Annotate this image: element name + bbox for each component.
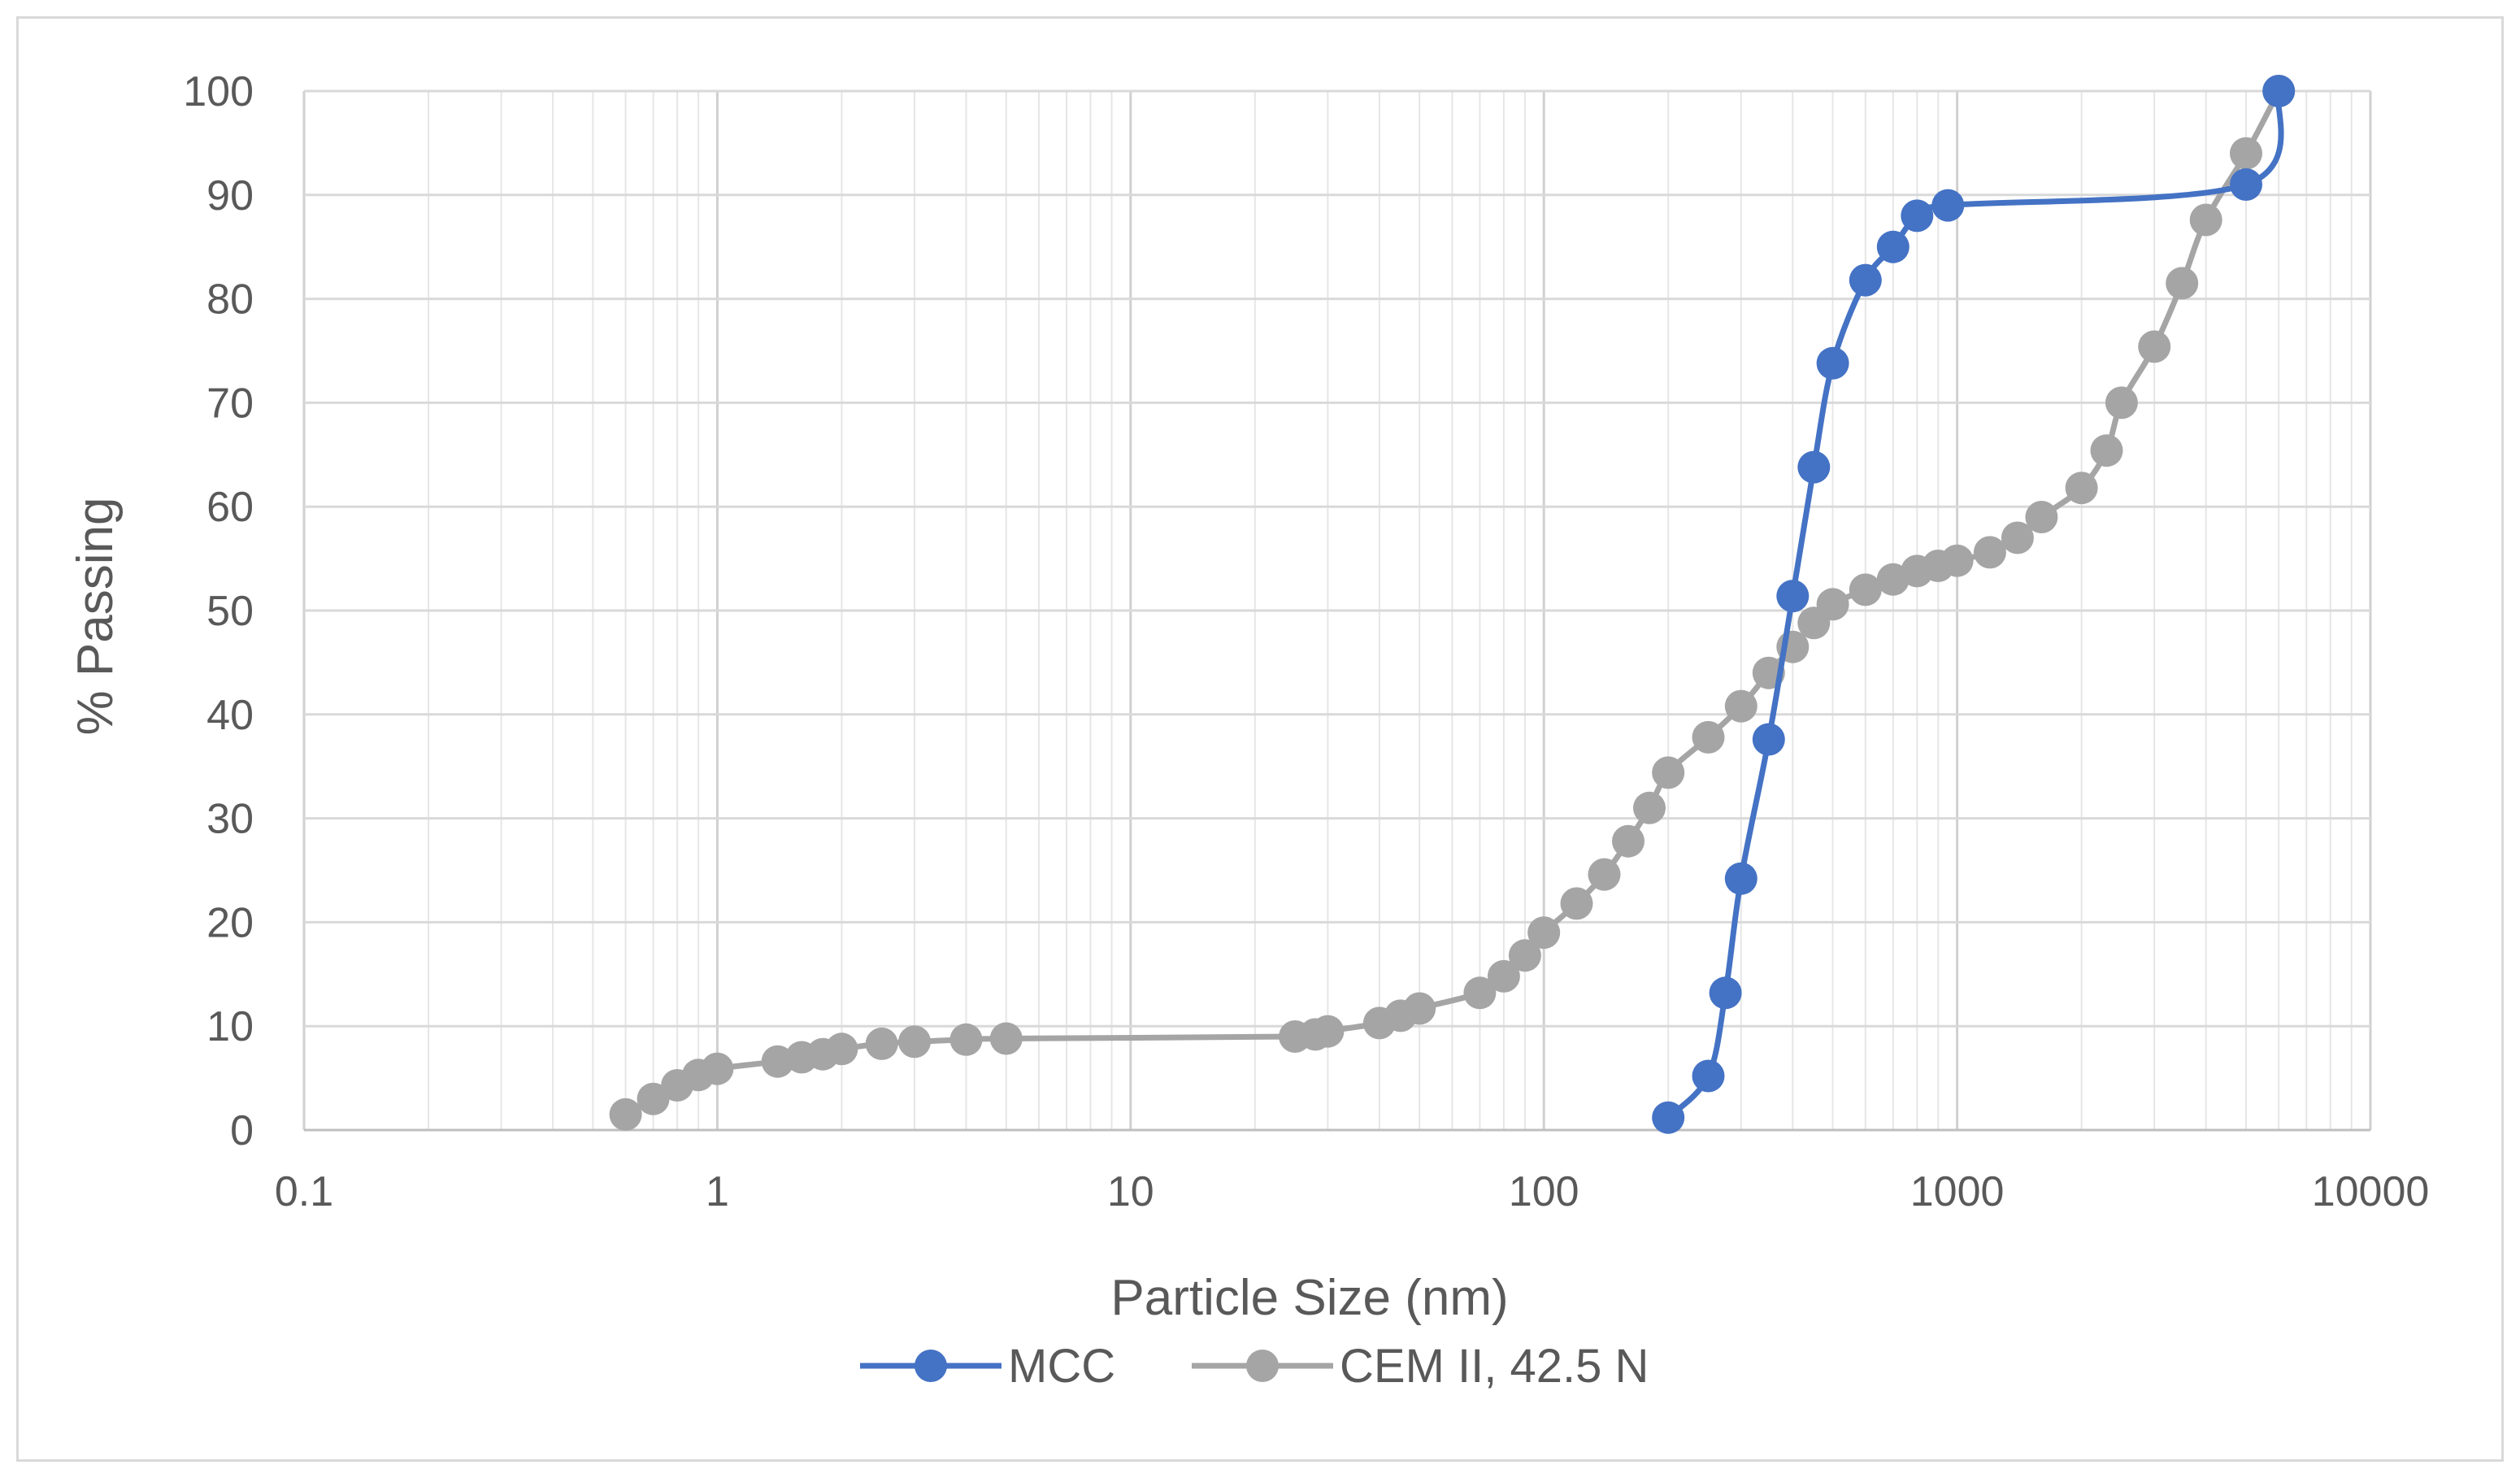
data-point-cem-ii-42-5-n (1724, 689, 1757, 723)
data-point-cem-ii-42-5-n (2025, 501, 2058, 533)
x-tick-label: 100 (1509, 1168, 1579, 1215)
x-tick-label: 10 (1107, 1168, 1154, 1215)
data-point-cem-ii-42-5-n (609, 1098, 642, 1131)
data-point-cem-ii-42-5-n (1973, 536, 2006, 569)
data-point-cem-ii-42-5-n (989, 1022, 1023, 1055)
data-point-cem-ii-42-5-n (1508, 939, 1541, 972)
series-layer (609, 75, 2296, 1134)
legend-marker-cem-ii-42-5-n (1246, 1350, 1279, 1382)
data-point-mcc (1876, 230, 1910, 263)
data-point-mcc (1776, 580, 1810, 613)
data-point-cem-ii-42-5-n (1463, 976, 1497, 1010)
data-point-mcc (1752, 723, 1785, 756)
legend-label-cem-ii-42-5-n: CEM II, 42.5 N (1340, 1340, 1649, 1393)
x-tick-label: 1000 (1910, 1168, 2005, 1215)
data-point-cem-ii-42-5-n (1940, 544, 1974, 577)
y-tick-label: 70 (206, 380, 254, 427)
x-tick-label: 0.1 (275, 1168, 333, 1215)
y-tick-label: 80 (206, 276, 254, 324)
grid-layer (302, 89, 2372, 1132)
chart-frame (16, 16, 2504, 1462)
data-point-cem-ii-42-5-n (1849, 573, 1882, 606)
x-axis-title: Particle Size (nm) (1110, 1270, 1508, 1326)
data-point-mcc (2262, 75, 2296, 107)
data-point-cem-ii-42-5-n (2166, 267, 2199, 300)
data-point-cem-ii-42-5-n (825, 1032, 858, 1066)
data-point-mcc (1931, 189, 1965, 222)
y-tick-label: 30 (206, 796, 254, 843)
data-point-cem-ii-42-5-n (1612, 824, 1645, 858)
y-tick-label: 60 (206, 484, 254, 531)
data-point-mcc (1652, 1101, 1685, 1134)
y-tick-label: 50 (206, 588, 254, 635)
data-point-mcc (1692, 1059, 1725, 1093)
data-point-cem-ii-42-5-n (865, 1027, 898, 1060)
data-point-cem-ii-42-5-n (2230, 137, 2262, 170)
data-point-mcc (1849, 263, 1882, 297)
data-point-cem-ii-42-5-n (1588, 858, 1621, 891)
data-point-mcc (1709, 976, 1742, 1010)
data-point-cem-ii-42-5-n (949, 1023, 983, 1056)
data-point-cem-ii-42-5-n (1652, 756, 1685, 789)
data-point-cem-ii-42-5-n (2090, 434, 2123, 467)
data-point-cem-ii-42-5-n (637, 1082, 670, 1115)
y-axis-title: % Passing (67, 498, 124, 736)
data-point-cem-ii-42-5-n (1311, 1015, 1345, 1048)
data-point-cem-ii-42-5-n (2105, 386, 2138, 419)
data-point-cem-ii-42-5-n (2189, 203, 2222, 237)
data-point-cem-ii-42-5-n (701, 1052, 734, 1085)
data-point-cem-ii-42-5-n (2138, 330, 2171, 363)
y-tick-label: 0 (230, 1107, 254, 1154)
data-point-cem-ii-42-5-n (1487, 959, 1520, 993)
legend-marker-mcc (915, 1350, 947, 1382)
data-point-cem-ii-42-5-n (1816, 588, 1849, 621)
data-point-cem-ii-42-5-n (1692, 720, 1725, 754)
data-point-cem-ii-42-5-n (1403, 992, 1436, 1025)
data-point-mcc (1797, 450, 1831, 484)
legend-label-mcc: MCC (1008, 1340, 1115, 1393)
axis-layer: 0.1 1 10 100 1000 10000 0 10 20 30 40 50 60 70 80 90 100 (183, 68, 2429, 1215)
data-point-cem-ii-42-5-n (2065, 472, 2098, 505)
data-point-cem-ii-42-5-n (898, 1025, 931, 1059)
y-tick-label: 10 (206, 1003, 254, 1050)
data-point-mcc (1901, 199, 1934, 233)
data-point-cem-ii-42-5-n (1633, 791, 1666, 824)
x-tick-label: 1 (706, 1168, 729, 1215)
y-tick-label: 100 (183, 68, 254, 115)
legend: MCC CEM II, 42.5 N (860, 1340, 1649, 1393)
y-tick-label: 40 (206, 692, 254, 739)
y-tick-label: 90 (206, 172, 254, 220)
data-point-mcc (1724, 862, 1757, 895)
data-point-cem-ii-42-5-n (1560, 887, 1593, 920)
data-point-cem-ii-42-5-n (2001, 521, 2034, 554)
y-tick-label: 20 (206, 899, 254, 946)
data-point-mcc (2230, 168, 2262, 201)
data-point-cem-ii-42-5-n (1527, 916, 1561, 950)
data-point-cem-ii-42-5-n (761, 1045, 794, 1078)
series-line-mcc (1666, 89, 2284, 1120)
x-tick-label: 10000 (2312, 1168, 2430, 1215)
data-point-mcc (1816, 346, 1849, 380)
